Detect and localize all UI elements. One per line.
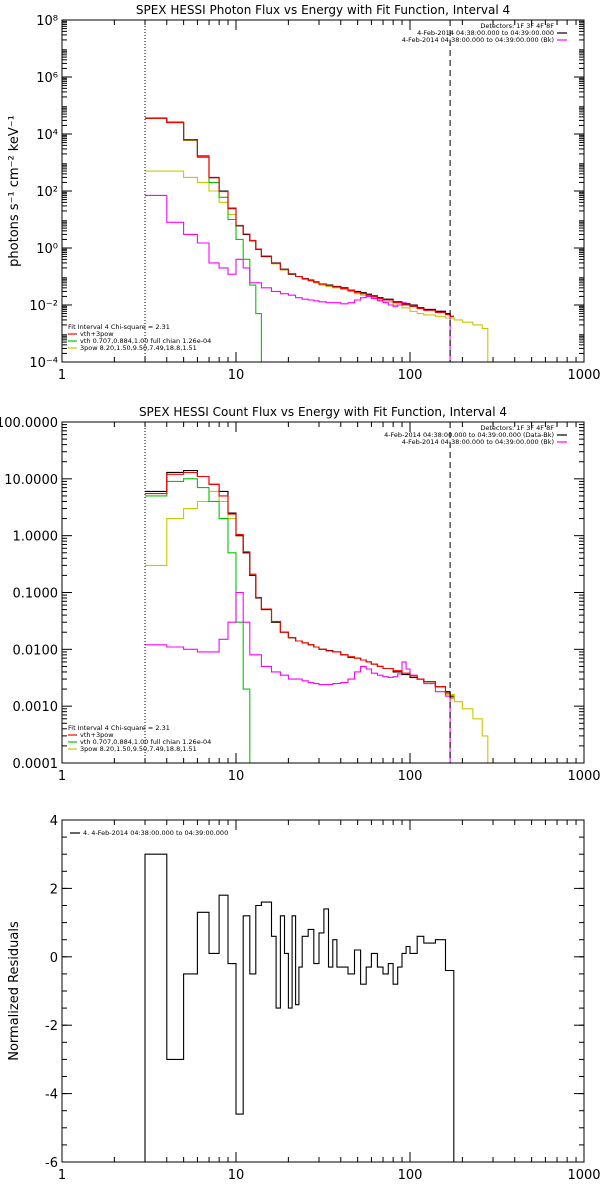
- y-tick-label: 10⁻⁴: [29, 356, 58, 371]
- x-tick-label: 1000: [567, 1168, 600, 1183]
- legend-entry-text: 4-Feb-2014 04:38:00.000 to 04:39:00.000 …: [384, 431, 554, 439]
- y-tick-label: -6: [45, 1156, 58, 1171]
- x-tick-label: 100: [398, 368, 423, 383]
- y-tick-label: 10⁶: [36, 71, 58, 86]
- y-tick-label: 100.0000: [0, 416, 58, 431]
- y-tick-label: 4: [50, 814, 58, 829]
- chart-title: SPEX HESSI Count Flux vs Energy with Fit…: [139, 405, 507, 419]
- fit-legend-entry: 3pow 8.20,1.50,9.50,7.49,18.8,1.51: [80, 344, 197, 352]
- chart-title: SPEX HESSI Photon Flux vs Energy with Fi…: [136, 3, 510, 17]
- y-tick-label: 0.0010: [13, 700, 59, 715]
- series-group: [144, 853, 455, 1162]
- y-tick-label: 0.1000: [13, 587, 59, 602]
- series-data: [145, 469, 454, 697]
- y-tick-label: -4: [45, 1088, 58, 1103]
- y-tick-label: 0: [50, 951, 58, 966]
- x-tick-label: 1: [58, 1168, 66, 1183]
- x-tick-label: 1: [58, 368, 66, 383]
- series-thermal: [145, 478, 254, 763]
- chart-panel-2: SPEX HESSI Count Flux vs Energy with Fit…: [0, 405, 600, 784]
- fit-legend-entry: vth 0.707,0.884,1.00 full chian 1.26e-04: [80, 738, 211, 746]
- series-nonthermal: [145, 490, 492, 763]
- fit-legend-entry: vth+3pow: [80, 330, 114, 338]
- y-axis-label: Normalized Residuals: [7, 921, 22, 1061]
- fit-legend-entry: vth 0.707,0.884,1.00 full chian 1.26e-04: [80, 337, 211, 345]
- x-tick-label: 10: [228, 1168, 245, 1183]
- x-tick-label: 10: [228, 368, 245, 383]
- fit-legend-header: Fit Interval 4 Chi-square = 2.31: [68, 724, 170, 732]
- legend-entry-text: 4. 4-Feb-2014 04:38:00.000 to 04:39:00.0…: [83, 829, 228, 837]
- fit-legend-entry: 3pow 8.20,1.50,9.50,7.49,18.8,1.51: [80, 745, 197, 753]
- series-group: [145, 469, 492, 763]
- legend-header: Detectors: 1F 3F 4F 8F: [480, 424, 554, 432]
- x-tick-label: 1: [58, 769, 66, 784]
- x-tick-label: 100: [398, 769, 423, 784]
- y-tick-label: -2: [45, 1019, 58, 1034]
- series-data: [144, 853, 455, 1162]
- y-tick-label: 0.0100: [13, 643, 59, 658]
- y-tick-label: 10.0000: [4, 473, 58, 488]
- plot-frame: [61, 421, 585, 764]
- legend-entry-text: 4-Feb-2014 04:38:00.000 to 04:39:00.000 …: [402, 438, 554, 446]
- legend-entry-text: 4-Feb-2014 04:38:00.000 to 04:39:00.000: [417, 29, 554, 37]
- fit-legend-entry: vth+3pow: [80, 731, 114, 739]
- x-tick-label: 100: [398, 1168, 423, 1183]
- y-tick-label: 10⁰: [36, 242, 58, 257]
- y-tick-label: 2: [50, 882, 58, 897]
- legend-entry-text: 4-Feb-2014 04:38:00.000 to 04:39:00.000 …: [402, 36, 554, 44]
- series-group: [145, 117, 492, 362]
- plot-frame: [61, 819, 585, 1163]
- x-tick-label: 10: [228, 769, 245, 784]
- series-total: [145, 471, 454, 699]
- legend-header: Detectors: 1F 3F 4F 8F: [480, 22, 554, 30]
- chart-panel-1: SPEX HESSI Photon Flux vs Energy with Fi…: [7, 3, 600, 383]
- y-tick-label: 10²: [36, 185, 58, 200]
- chart-panel-3: Normalized Residuals 1 10 100 1000 -6 -4 -2 0 2 4 4…: [7, 814, 600, 1183]
- y-tick-label: 10⁻²: [29, 299, 58, 314]
- series-background: [145, 591, 454, 763]
- series-nonthermal: [145, 170, 492, 362]
- plot-frame: [61, 19, 585, 363]
- y-tick-label: 10⁸: [36, 14, 58, 29]
- y-axis-label: photons s⁻¹ cm⁻² keV⁻¹: [7, 115, 22, 267]
- y-tick-label: 0.0001: [13, 757, 59, 772]
- y-tick-label: 10⁴: [36, 128, 58, 143]
- series-total: [145, 117, 454, 317]
- x-tick-label: 1000: [567, 769, 600, 784]
- fit-legend-header: Fit Interval 4 Chi-square = 2.31: [68, 323, 170, 331]
- x-tick-label: 1000: [567, 368, 600, 383]
- y-tick-label: 1.0000: [13, 530, 59, 545]
- series-data: [145, 117, 454, 317]
